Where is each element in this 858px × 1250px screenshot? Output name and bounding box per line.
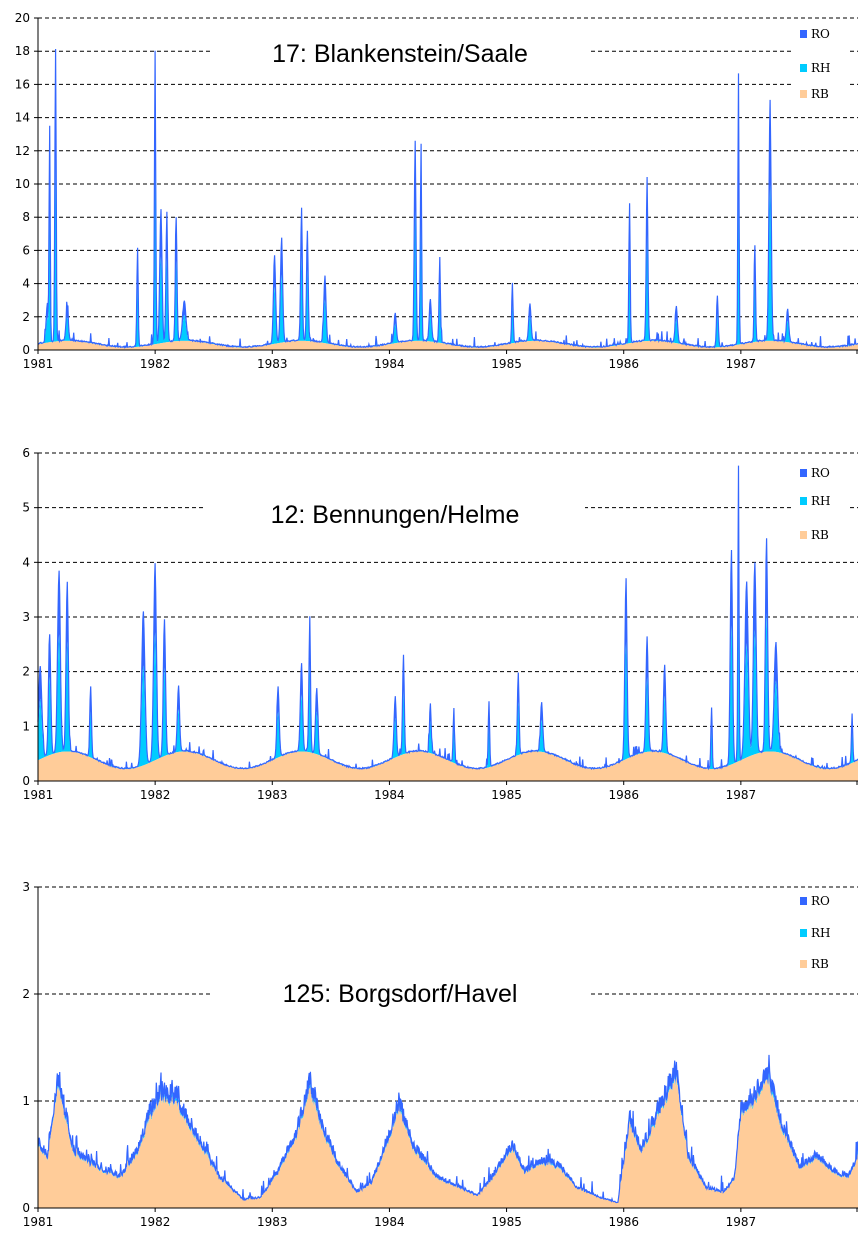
legend-label-ro: RO bbox=[811, 466, 830, 480]
y-tick-label: 4 bbox=[22, 555, 30, 569]
chart-title: 125: Borgsdorf/Havel bbox=[283, 980, 518, 1008]
chart-title: 17: Blankenstein/Saale bbox=[272, 40, 528, 68]
legend-swatch-rb bbox=[800, 531, 807, 539]
y-tick-label: 3 bbox=[22, 880, 30, 894]
x-tick-label: 1987 bbox=[726, 357, 757, 371]
x-tick-label: 1981 bbox=[23, 1215, 54, 1229]
y-tick-label: 18 bbox=[15, 44, 30, 58]
y-tick-label: 8 bbox=[22, 210, 30, 224]
y-tick-label: 1 bbox=[22, 1094, 30, 1108]
gridlines bbox=[38, 452, 858, 727]
legend-label-rh: RH bbox=[811, 61, 831, 75]
legend-swatch-rb bbox=[800, 90, 807, 98]
y-tick-label: 0 bbox=[22, 1201, 30, 1215]
series-area-rh bbox=[38, 569, 858, 769]
y-tick-label: 12 bbox=[15, 144, 30, 158]
series-area-rb bbox=[38, 751, 858, 781]
title-background bbox=[210, 978, 590, 1010]
title-background bbox=[210, 38, 590, 70]
chart-title: 12: Bennungen/Helme bbox=[271, 501, 520, 529]
x-tick-label: 1987 bbox=[726, 788, 757, 802]
title-background bbox=[205, 499, 585, 531]
series-area-rb bbox=[38, 1076, 858, 1208]
y-tick-label: 10 bbox=[15, 177, 30, 191]
legend-label-rb: RB bbox=[811, 87, 829, 101]
x-tick-label: 1982 bbox=[140, 357, 171, 371]
x-tick-label: 1985 bbox=[491, 357, 522, 371]
x-tick-label: 1981 bbox=[23, 788, 54, 802]
y-tick-label: 3 bbox=[22, 610, 30, 624]
x-tick-label: 1981 bbox=[23, 357, 54, 371]
legend-label-rb: RB bbox=[811, 957, 829, 971]
x-tick-label: 1986 bbox=[608, 1215, 639, 1229]
legend-label-rh: RH bbox=[811, 926, 831, 940]
x-tick-label: 1985 bbox=[491, 788, 522, 802]
y-tick-label: 2 bbox=[22, 665, 30, 679]
y-tick-label: 5 bbox=[22, 501, 30, 515]
chart-panel-1: 0 2 4 6 8 10 12 14 16 18 20 1981 1982 1983 1984 1985 198… bbox=[15, 11, 858, 371]
y-tick-label: 2 bbox=[22, 310, 30, 324]
chart-panel-3: 0 1 2 3 1981 1982 1983 1984 1985 1986 1987 125: Bor… bbox=[22, 880, 858, 1229]
legend-swatch-rb bbox=[800, 960, 807, 968]
y-tick-label: 1 bbox=[22, 719, 30, 733]
y-tick-label: 20 bbox=[15, 11, 30, 25]
x-tick-label: 1982 bbox=[140, 1215, 171, 1229]
gridlines bbox=[38, 17, 858, 318]
x-tick-label: 1984 bbox=[374, 1215, 405, 1229]
x-tick-label: 1983 bbox=[257, 788, 288, 802]
y-tick-label: 0 bbox=[22, 774, 30, 788]
y-tick-label: 2 bbox=[22, 987, 30, 1001]
legend-swatch-ro bbox=[800, 897, 807, 905]
legend-swatch-rh bbox=[800, 929, 807, 937]
legend: RO RH RB bbox=[792, 465, 850, 547]
series-line-ro bbox=[37, 1054, 858, 1204]
series-line-ro bbox=[37, 465, 858, 771]
legend-label-ro: RO bbox=[811, 894, 830, 908]
x-tick-label: 1982 bbox=[140, 788, 171, 802]
y-tick-label: 14 bbox=[15, 111, 30, 125]
x-tick-label: 1985 bbox=[491, 1215, 522, 1229]
series-line-ro bbox=[37, 48, 858, 349]
legend-swatch-rh bbox=[800, 497, 807, 505]
legend: RO RH RB bbox=[792, 26, 850, 106]
x-tick-label: 1984 bbox=[374, 788, 405, 802]
legend: RO RH RB bbox=[792, 893, 850, 976]
chart-panel-2: 0 1 2 3 4 5 6 1981 1982 1983 1984 1985 1986 1987 12: B… bbox=[22, 446, 858, 802]
y-tick-label: 4 bbox=[22, 277, 30, 291]
legend-label-rh: RH bbox=[811, 494, 831, 508]
x-tick-label: 1984 bbox=[374, 357, 405, 371]
legend-label-rb: RB bbox=[811, 528, 829, 542]
y-tick-label: 6 bbox=[22, 243, 30, 257]
legend-label-ro: RO bbox=[811, 27, 830, 41]
x-tick-label: 1987 bbox=[726, 1215, 757, 1229]
legend-swatch-rh bbox=[800, 64, 807, 72]
x-tick-label: 1986 bbox=[608, 788, 639, 802]
legend-swatch-ro bbox=[800, 30, 807, 38]
y-tick-label: 0 bbox=[22, 343, 30, 357]
legend-swatch-ro bbox=[800, 469, 807, 477]
x-tick-label: 1983 bbox=[257, 1215, 288, 1229]
x-tick-label: 1986 bbox=[608, 357, 639, 371]
y-tick-label: 6 bbox=[22, 446, 30, 460]
y-tick-label: 16 bbox=[15, 77, 30, 91]
x-tick-label: 1983 bbox=[257, 357, 288, 371]
